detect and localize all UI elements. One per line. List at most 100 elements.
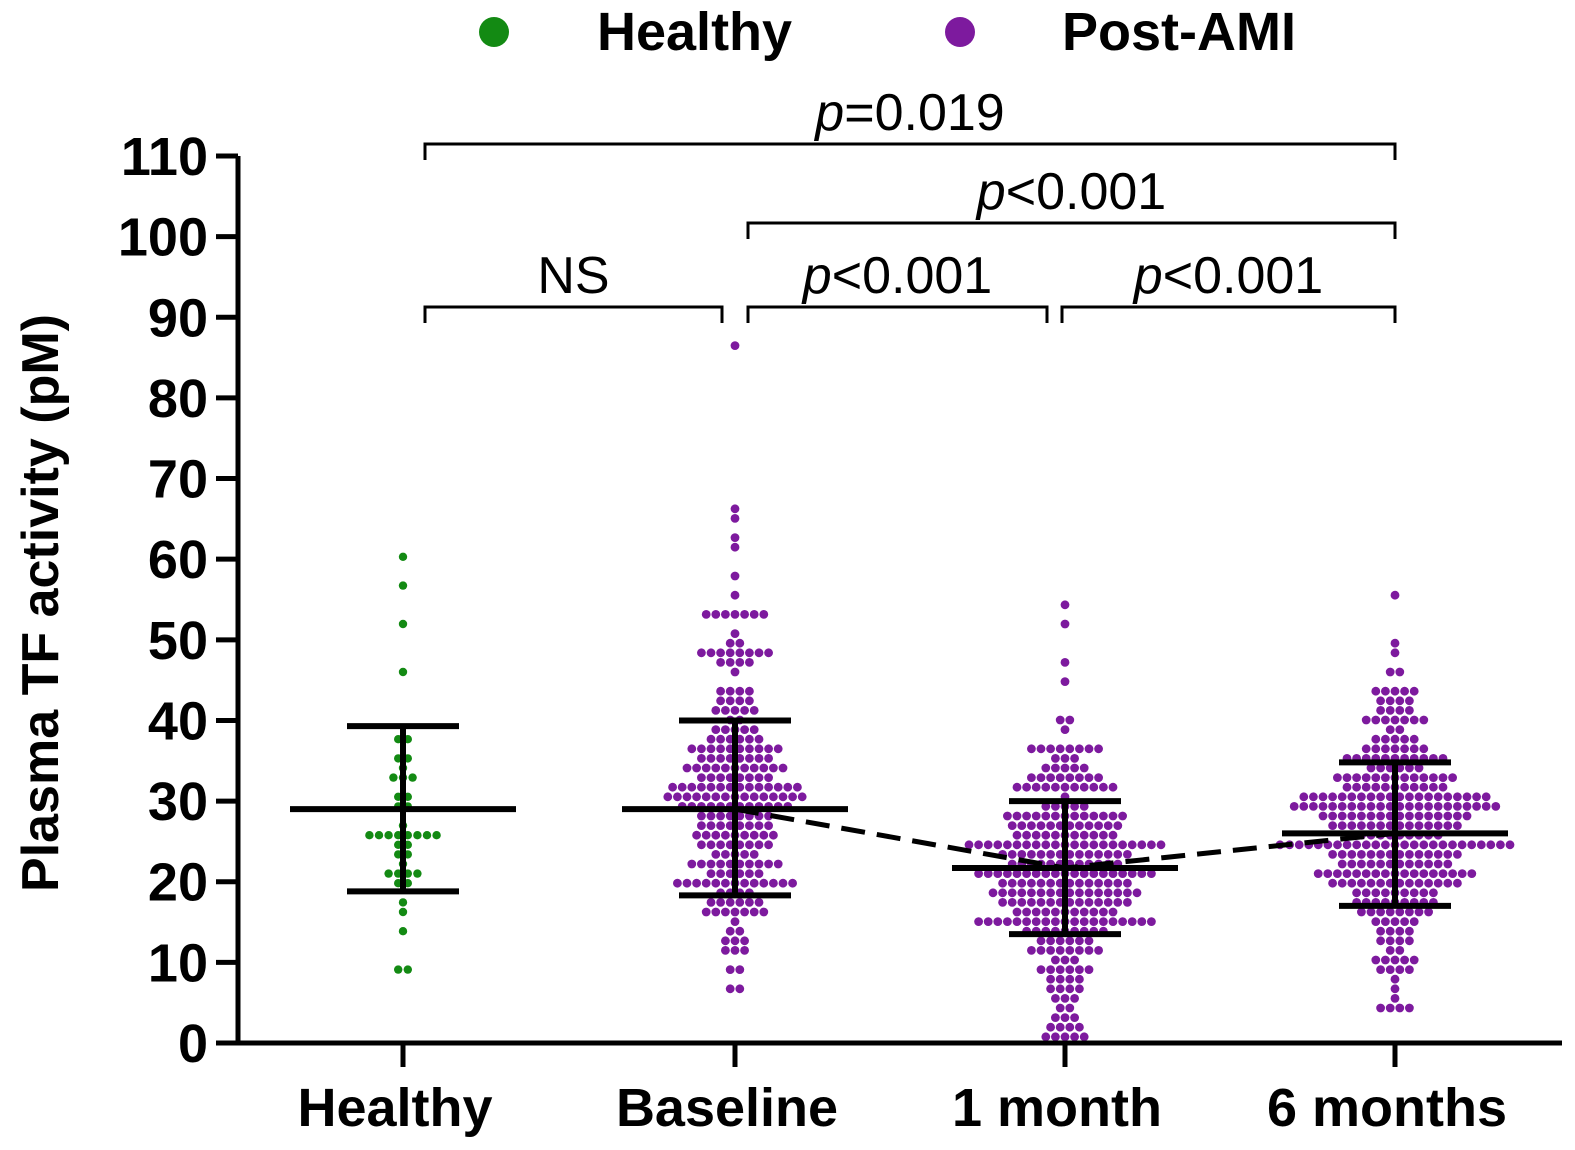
point-1-month-190 xyxy=(1094,898,1103,907)
point-1-month-85 xyxy=(974,840,983,850)
point-6-months-125 xyxy=(1347,811,1357,821)
point-6-months-164 xyxy=(1294,840,1304,850)
point-6-months-4 xyxy=(1395,667,1405,677)
point-6-months-60 xyxy=(1371,773,1381,782)
point-6-months-210 xyxy=(1424,859,1433,869)
point-1-month-267 xyxy=(1055,1003,1065,1013)
point-1-month-104 xyxy=(1156,840,1166,850)
point-baseline-23 xyxy=(754,648,764,658)
point-6-months-203 xyxy=(1357,859,1366,869)
point-baseline-40 xyxy=(730,706,740,715)
point-1-month-148 xyxy=(1137,869,1147,878)
point-6-months-179 xyxy=(1438,840,1448,850)
point-baseline-155 xyxy=(740,830,749,840)
point-6-months-36 xyxy=(1400,744,1409,754)
point-1-month-195 xyxy=(1022,907,1031,917)
point-6-months-139 xyxy=(1337,821,1347,830)
point-1-month-92 xyxy=(1041,840,1051,850)
point-6-months-73 xyxy=(1381,782,1390,792)
point-1-month-165 xyxy=(998,888,1007,898)
point-1-month-28 xyxy=(1075,773,1084,782)
point-baseline-38 xyxy=(711,706,721,715)
point-1-month-188 xyxy=(1075,898,1084,907)
y-tick-label-80: 80 xyxy=(148,369,208,429)
point-1-month-175 xyxy=(1094,888,1103,898)
point-6-months-30 xyxy=(1400,734,1409,744)
point-1-month-50 xyxy=(1022,811,1031,821)
point-1-month-205 xyxy=(974,917,983,926)
point-6-months-6 xyxy=(1381,686,1390,696)
bracket-baseline-1-month xyxy=(746,305,1049,323)
point-6-months-112 xyxy=(1405,802,1414,811)
point-6-months-85 xyxy=(1347,792,1357,802)
point-baseline-223 xyxy=(740,936,749,946)
point-6-months-136 xyxy=(1453,811,1462,821)
point-baseline-103 xyxy=(764,782,773,792)
point-6-months-233 xyxy=(1357,878,1366,888)
point-1-month-181 xyxy=(1007,898,1017,907)
point-1-month-97 xyxy=(1089,840,1099,850)
point-6-months-269 xyxy=(1424,907,1433,917)
point-1-month-3 xyxy=(1060,677,1070,686)
point-6-months-191 xyxy=(1366,850,1376,859)
point-baseline-216 xyxy=(749,907,759,917)
data-points xyxy=(365,341,1515,1042)
point-1-month-262 xyxy=(1065,984,1075,994)
point-1-month-219 xyxy=(1108,917,1118,926)
point-6-months-273 xyxy=(1400,917,1409,926)
point-1-month-163 xyxy=(1123,878,1132,888)
point-6-months-195 xyxy=(1405,850,1414,859)
point-1-month-234 xyxy=(1046,936,1055,946)
point-6-months-242 xyxy=(1443,878,1453,888)
point-1-month-103 xyxy=(1147,840,1156,850)
point-1-month-201 xyxy=(1079,907,1089,917)
point-6-months-61 xyxy=(1381,773,1390,782)
point-6-months-288 xyxy=(1400,955,1409,965)
point-6-months-87 xyxy=(1366,792,1376,802)
point-baseline-63 xyxy=(754,744,764,754)
point-baseline-77 xyxy=(711,763,721,773)
point-baseline-118 xyxy=(769,792,778,802)
point-baseline-50 xyxy=(706,734,716,744)
point-6-months-81 xyxy=(1309,792,1318,802)
point-baseline-197 xyxy=(759,878,769,888)
point-1-month-266 xyxy=(1070,994,1079,1003)
point-baseline-164 xyxy=(745,840,754,850)
point-1-month-176 xyxy=(1103,888,1113,898)
point-baseline-84 xyxy=(778,763,788,773)
point-1-month-58 xyxy=(1099,811,1108,821)
point-6-months-10 xyxy=(1376,696,1385,706)
point-1-month-277 xyxy=(1051,1032,1060,1042)
point-6-months-138 xyxy=(1328,821,1337,830)
point-baseline-32 xyxy=(735,686,745,696)
point-1-month-108 xyxy=(1027,850,1036,859)
point-6-months-299 xyxy=(1395,1003,1405,1013)
y-tick-label-100: 100 xyxy=(118,208,208,268)
point-baseline-67 xyxy=(706,754,716,763)
point-1-month-198 xyxy=(1051,907,1060,917)
point-6-months-31 xyxy=(1409,734,1419,744)
point-healthy-39 xyxy=(394,965,403,974)
point-6-months-172 xyxy=(1371,840,1381,850)
point-1-month-100 xyxy=(1118,840,1127,850)
point-1-month-177 xyxy=(1113,888,1123,898)
point-baseline-6 xyxy=(730,590,740,600)
point-baseline-189 xyxy=(682,878,692,888)
point-6-months-65 xyxy=(1419,773,1429,782)
point-1-month-238 xyxy=(1084,936,1094,946)
point-healthy-19 xyxy=(384,831,393,840)
point-baseline-147 xyxy=(745,821,754,830)
point-1-month-260 xyxy=(1046,984,1055,994)
point-1-month-269 xyxy=(1051,1013,1060,1022)
point-1-month-247 xyxy=(1051,955,1060,965)
point-6-months-68 xyxy=(1448,773,1457,782)
point-healthy-24 xyxy=(432,831,441,840)
point-6-months-209 xyxy=(1414,859,1424,869)
point-6-months-147 xyxy=(1414,821,1424,830)
point-baseline-75 xyxy=(692,763,701,773)
point-1-month-153 xyxy=(1027,878,1036,888)
point-baseline-46 xyxy=(721,725,730,734)
point-baseline-168 xyxy=(721,850,730,859)
point-1-month-18 xyxy=(1041,763,1051,773)
point-baseline-157 xyxy=(759,830,769,840)
